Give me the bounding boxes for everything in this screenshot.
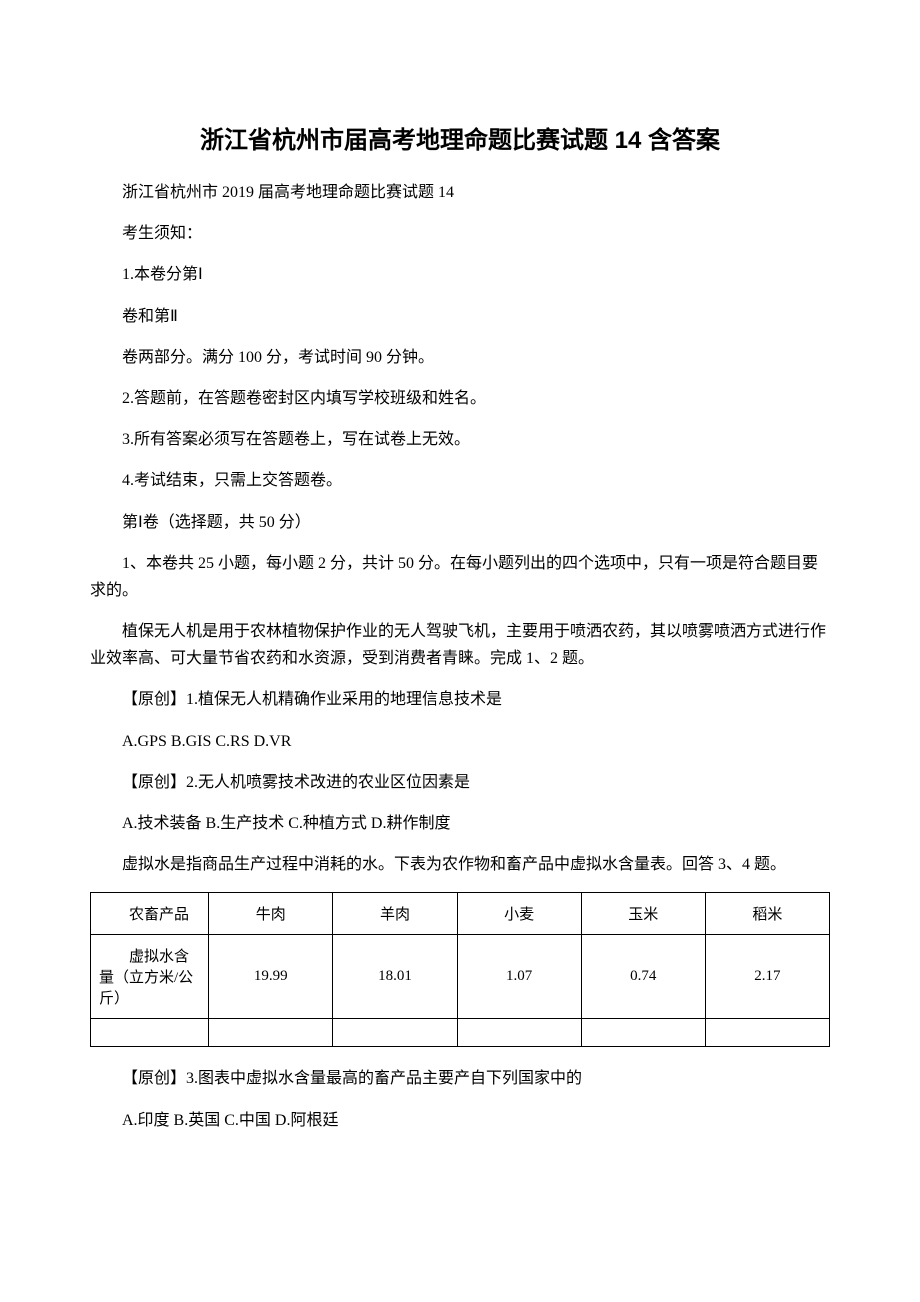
empty-cell (581, 1019, 705, 1047)
empty-cell (457, 1019, 581, 1047)
row2-cell-5: 2.17 (705, 935, 829, 1019)
table-row: 农畜产品 牛肉 羊肉 小麦 玉米 稻米 (91, 893, 830, 935)
question-1-options: A.GPS B.GIS C.RS D.VR (90, 728, 830, 755)
notice-item-4: 4.考试结束，只需上交答题卷。 (90, 467, 830, 494)
notice-item-1b: 卷和第Ⅱ (90, 303, 830, 330)
passage-2: 虚拟水是指商品生产过程中消耗的水。下表为农作物和畜产品中虚拟水含量表。回答 3、… (90, 851, 830, 878)
empty-cell (333, 1019, 457, 1047)
empty-cell (209, 1019, 333, 1047)
empty-cell (91, 1019, 209, 1047)
row1-cell-4: 玉米 (581, 893, 705, 935)
passage-1: 植保无人机是用于农林植物保护作业的无人驾驶飞机，主要用于喷洒农药，其以喷雾喷洒方… (90, 618, 830, 672)
row1-cell-3: 小麦 (457, 893, 581, 935)
notice-item-1a: 1.本卷分第Ⅰ (90, 261, 830, 288)
row1-label: 农畜产品 (91, 893, 209, 935)
notice-heading: 考生须知： (90, 220, 830, 247)
row2-label: 虚拟水含量（立方米/公斤） (91, 935, 209, 1019)
question-2: 【原创】2.无人机喷雾技术改进的农业区位因素是 (90, 769, 830, 796)
row1-cell-2: 羊肉 (333, 893, 457, 935)
row2-cell-4: 0.74 (581, 935, 705, 1019)
page-title: 浙江省杭州市届高考地理命题比赛试题 14 含答案 (90, 120, 830, 155)
notice-item-1c: 卷两部分。满分 100 分，考试时间 90 分钟。 (90, 344, 830, 371)
notice-item-3: 3.所有答案必须写在答题卷上，写在试卷上无效。 (90, 426, 830, 453)
notice-item-2: 2.答题前，在答题卷密封区内填写学校班级和姓名。 (90, 385, 830, 412)
row2-cell-3: 1.07 (457, 935, 581, 1019)
section-heading: 第Ⅰ卷（选择题，共 50 分） (90, 509, 830, 536)
question-3: 【原创】3.图表中虚拟水含量最高的畜产品主要产自下列国家中的 (90, 1065, 830, 1092)
table-row-empty (91, 1019, 830, 1047)
row2-cell-2: 18.01 (333, 935, 457, 1019)
question-1: 【原创】1.植保无人机精确作业采用的地理信息技术是 (90, 686, 830, 713)
row1-cell-5: 稻米 (705, 893, 829, 935)
question-2-options: A.技术装备 B.生产技术 C.种植方式 D.耕作制度 (90, 810, 830, 837)
table-row: 虚拟水含量（立方米/公斤） 19.99 18.01 1.07 0.74 2.17 (91, 935, 830, 1019)
row1-cell-1: 牛肉 (209, 893, 333, 935)
row2-cell-1: 19.99 (209, 935, 333, 1019)
virtual-water-table: 农畜产品 牛肉 羊肉 小麦 玉米 稻米 虚拟水含量（立方米/公斤） 19.99 … (90, 892, 830, 1047)
section-instructions: 1、本卷共 25 小题，每小题 2 分，共计 50 分。在每小题列出的四个选项中… (90, 550, 830, 604)
subtitle-line: 浙江省杭州市 2019 届高考地理命题比赛试题 14 (90, 179, 830, 206)
question-3-options: A.印度 B.英国 C.中国 D.阿根廷 (90, 1107, 830, 1134)
empty-cell (705, 1019, 829, 1047)
